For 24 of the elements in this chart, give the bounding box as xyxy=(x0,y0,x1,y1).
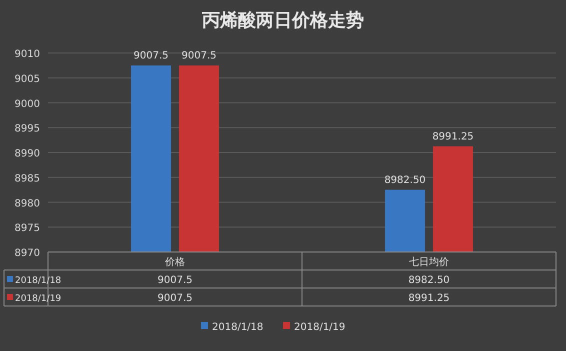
text: 8991.25 xyxy=(432,131,474,142)
y-tick-label: 9005 xyxy=(14,74,40,85)
y-tick-label: 8990 xyxy=(14,148,40,160)
y-tick-label: 8995 xyxy=(14,124,40,135)
data-label: 9007.5 xyxy=(158,275,192,286)
text: 2018/1/19 xyxy=(15,294,62,304)
y-tick-label: 9010 xyxy=(14,49,40,60)
data-label: 9007.5 xyxy=(158,293,192,304)
y-tick-label: 8985 xyxy=(14,173,40,184)
data-label: 8991.25 xyxy=(408,293,450,304)
text: 8982.50 xyxy=(384,174,426,186)
legend-label: 2018/1/18 xyxy=(212,322,264,333)
text: 9007.5 xyxy=(182,50,216,62)
text: 2018/1/18 xyxy=(15,276,62,286)
y-tick-label: 8980 xyxy=(14,198,40,210)
chart-title: 丙烯酸两日价格走势 xyxy=(201,10,364,31)
y-tick-label: 8975 xyxy=(14,223,40,234)
y-tick-label: 9000 xyxy=(14,98,40,110)
data-label: 8982.50 xyxy=(408,275,450,286)
x-tick-label: 七日均价 xyxy=(409,256,449,268)
y-tick-label: 8970 xyxy=(14,248,40,259)
x-tick-label: 价格 xyxy=(164,256,185,268)
text: 9007.5 xyxy=(134,50,168,62)
legend-label: 2018/1/19 xyxy=(294,322,346,333)
